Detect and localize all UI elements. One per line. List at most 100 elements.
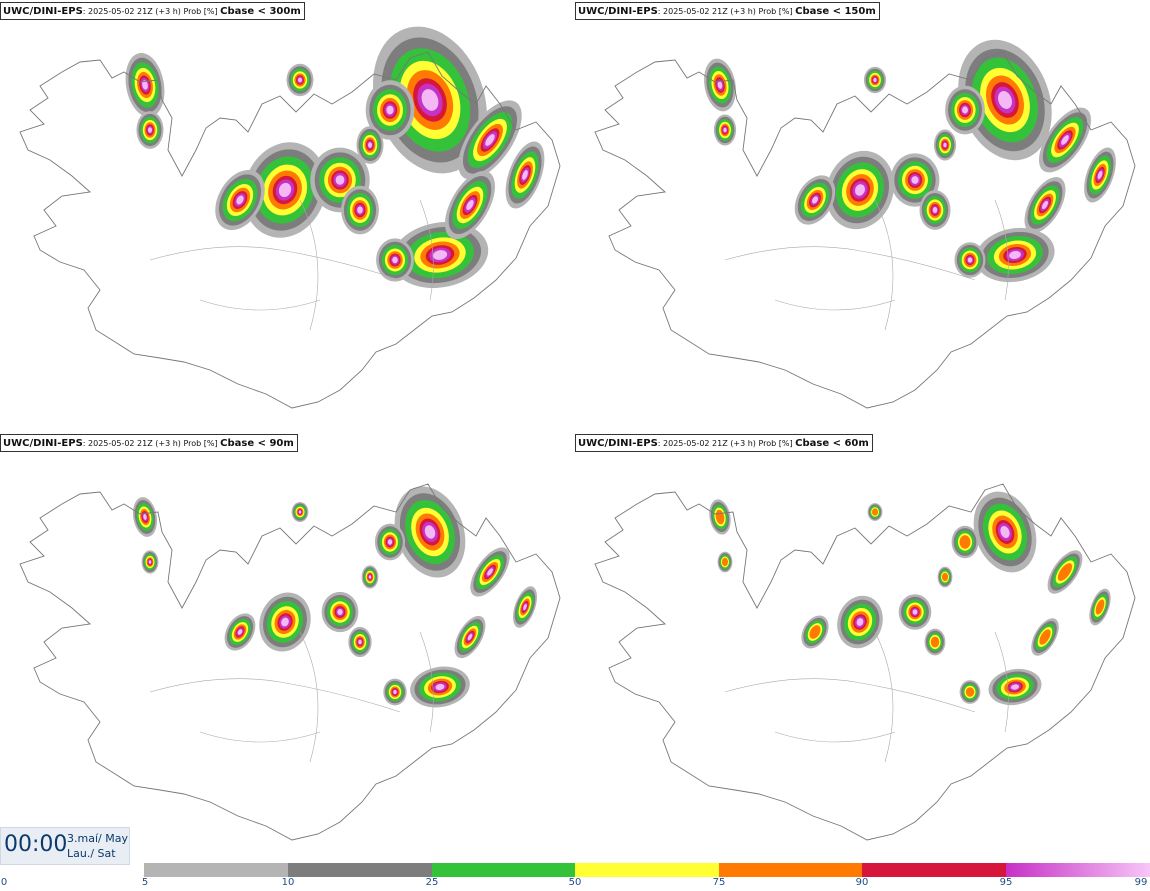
probability-shading bbox=[704, 39, 1116, 283]
probability-shading bbox=[125, 26, 545, 289]
probability-map bbox=[594, 483, 1136, 841]
probability-contour bbox=[487, 568, 493, 576]
boundary-lines bbox=[149, 631, 434, 763]
probability-contour bbox=[1000, 525, 1010, 539]
colorbar-bin bbox=[575, 863, 719, 877]
colorbar-tick: 75 bbox=[712, 877, 726, 888]
probability-contour bbox=[873, 78, 877, 82]
probability-contour bbox=[335, 175, 345, 185]
probability-contour bbox=[717, 81, 723, 89]
probability-contour bbox=[932, 207, 938, 213]
valid-date: 3.maí/ May Lau./ Sat bbox=[67, 831, 128, 861]
probability-map bbox=[19, 26, 561, 409]
probability-contour bbox=[281, 617, 289, 627]
panel-title: UWC/DINI-EPS: 2025-05-02 21Z (+3 h) Prob… bbox=[575, 434, 873, 452]
colorbar-bin bbox=[1006, 863, 1150, 877]
probability-contour bbox=[967, 257, 973, 263]
probability-contour bbox=[1057, 563, 1073, 581]
probability-contour bbox=[856, 618, 864, 626]
map-panel-cbase-60: UWC/DINI-EPS: 2025-05-02 21Z (+3 h) Prob… bbox=[575, 432, 1150, 862]
probability-contour bbox=[142, 80, 148, 90]
colorbar-tick: 99 bbox=[1134, 877, 1148, 888]
probability-contour bbox=[959, 535, 971, 549]
probability-contour bbox=[467, 633, 473, 641]
probability-contour bbox=[1009, 251, 1021, 259]
probability-contour bbox=[358, 639, 362, 645]
colorbar-bin bbox=[288, 863, 432, 877]
colorbar-tick: 25 bbox=[425, 877, 439, 888]
probability-contour bbox=[392, 256, 398, 264]
colorbar-bin bbox=[144, 863, 288, 877]
panel-title: UWC/DINI-EPS: 2025-05-02 21Z (+3 h) Prob… bbox=[575, 2, 880, 20]
valid-date-line1: 3.maí/ May bbox=[67, 832, 128, 845]
probability-contour bbox=[965, 687, 975, 697]
colorbar-tick: 95 bbox=[999, 877, 1013, 888]
valid-time-clock: 00:00 bbox=[4, 832, 68, 857]
probability-contour bbox=[522, 170, 528, 180]
probability-contour bbox=[962, 106, 968, 114]
boundary-lines bbox=[149, 199, 434, 331]
probability-map bbox=[594, 39, 1136, 409]
probability-contour bbox=[387, 539, 393, 545]
probability-contour bbox=[148, 127, 152, 133]
probability-contour bbox=[357, 206, 363, 214]
probability-contour bbox=[943, 142, 947, 148]
probability-contour bbox=[523, 603, 527, 611]
coastline bbox=[19, 51, 561, 409]
probability-contour bbox=[393, 690, 397, 694]
panel-title: UWC/DINI-EPS: 2025-05-02 21Z (+3 h) Prob… bbox=[0, 2, 305, 20]
probability-shading bbox=[132, 486, 537, 708]
colorbar-tick: 90 bbox=[855, 877, 869, 888]
probability-contour bbox=[1041, 200, 1049, 210]
coastline bbox=[594, 51, 1136, 409]
colorbar-tick: 50 bbox=[568, 877, 582, 888]
probability-contour bbox=[368, 575, 372, 579]
probability-contour bbox=[723, 127, 727, 133]
coastline bbox=[594, 483, 1136, 841]
valid-time-box: 00:00 3.maí/ May Lau./ Sat bbox=[0, 827, 130, 865]
map-panel-cbase-150: UWC/DINI-EPS: 2025-05-02 21Z (+3 h) Prob… bbox=[575, 0, 1150, 430]
probability-contour bbox=[911, 176, 919, 184]
boundary-lines bbox=[724, 199, 1009, 331]
probability-contour bbox=[1095, 599, 1105, 615]
probability-contour bbox=[432, 250, 448, 260]
probability-contour bbox=[298, 77, 302, 83]
probability-contour bbox=[912, 609, 918, 615]
probability-contour bbox=[337, 609, 343, 615]
probability-contour bbox=[809, 625, 821, 639]
probability-contour bbox=[143, 514, 147, 520]
probability-contour bbox=[237, 629, 243, 635]
probability-contour bbox=[872, 508, 878, 516]
valid-date-line2: Lau./ Sat bbox=[67, 847, 116, 860]
colorbar-tick: 5 bbox=[141, 877, 149, 888]
probability-contour bbox=[485, 134, 495, 146]
probability-contour bbox=[722, 557, 728, 567]
probability-contour bbox=[812, 196, 818, 204]
probability-contour bbox=[1061, 135, 1069, 145]
probability-contour bbox=[435, 683, 445, 691]
probability-contour bbox=[930, 636, 940, 648]
probability-contour bbox=[942, 572, 948, 582]
probability-map bbox=[19, 483, 561, 841]
boundary-lines bbox=[724, 631, 1009, 763]
probability-contour bbox=[278, 182, 292, 198]
colorbar-bin bbox=[719, 863, 863, 877]
probability-contour bbox=[1097, 170, 1103, 180]
probability-contour bbox=[236, 195, 244, 205]
probability-contour bbox=[148, 560, 152, 564]
probability-colorbar bbox=[144, 863, 1150, 877]
probability-contour bbox=[854, 184, 866, 196]
map-panel-cbase-300: UWC/DINI-EPS: 2025-05-02 21Z (+3 h) Prob… bbox=[0, 0, 575, 430]
colorbar-bin bbox=[862, 863, 1006, 877]
probability-contour bbox=[424, 525, 436, 539]
probability-contour bbox=[998, 91, 1012, 109]
probability-contour bbox=[368, 142, 372, 148]
colorbar-tick: 10 bbox=[281, 877, 295, 888]
colorbar-tick: 0 bbox=[0, 877, 8, 888]
colorbar-bin bbox=[432, 863, 576, 877]
probability-shading bbox=[709, 491, 1111, 706]
probability-contour bbox=[1011, 684, 1019, 690]
probability-contour bbox=[386, 105, 394, 115]
coastline bbox=[19, 483, 561, 841]
panel-title: UWC/DINI-EPS: 2025-05-02 21Z (+3 h) Prob… bbox=[0, 434, 298, 452]
